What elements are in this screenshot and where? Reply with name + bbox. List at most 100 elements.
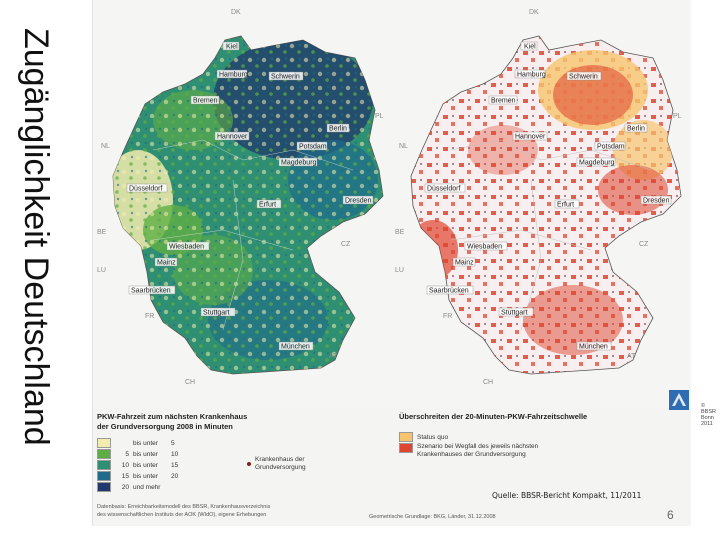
legend-from: 20: [121, 483, 129, 491]
city-wiesbaden-right: Wiesbaden: [467, 244, 502, 251]
legend-from: 5: [125, 450, 129, 458]
legend-scenario: Szenario bei Wegfall des jeweils nächste…: [399, 443, 538, 459]
city-erfurt-left: Erfurt: [259, 202, 276, 209]
legend-to: 20: [171, 472, 179, 480]
legend-label: bis unter: [133, 461, 158, 469]
city-dresden-left: Dresden: [345, 198, 372, 205]
city-berlin-right: Berlin: [627, 126, 645, 133]
bbsr-logo-icon: [669, 390, 689, 410]
city-dresden-right: Dresden: [643, 198, 670, 205]
country-label-at: AT: [627, 353, 636, 360]
page-number: 6: [667, 508, 674, 522]
legend-row: 20 und mehr: [97, 482, 171, 492]
scenario-swatch: [399, 443, 413, 453]
legend-swatch: [97, 449, 111, 459]
city-kiel-right: Kiel: [524, 44, 536, 51]
country-label-ch: CH: [483, 379, 493, 386]
travel-time-legend: PKW-Fahrzeit zum nächsten Krankenhaus de…: [97, 412, 389, 526]
country-label-cz: CZ: [639, 241, 649, 248]
legend-label: und mehr: [133, 483, 161, 491]
country-label-dk: DK: [529, 9, 539, 16]
country-label-pl: PL: [375, 113, 384, 120]
scenario-label-line2: Krankenhauses der Grundversorgung: [417, 451, 526, 458]
country-labels-left: DK NL BE LU FR CH AT CZ PL: [97, 9, 384, 386]
city-labels-left: Kiel Hamburg Schwerin Bremen Berlin Hann…: [126, 41, 374, 351]
country-label-lu: LU: [395, 267, 404, 274]
legend-status-quo: Status quo: [399, 432, 448, 442]
status-quo-label: Status quo: [417, 433, 449, 441]
legend-swatch: [97, 471, 111, 481]
city-schwerin-right: Schwerin: [569, 74, 598, 81]
legend-row: bis unter 5: [97, 438, 175, 448]
legend-title-line2: der Grundversorgung 2008 in Minuten: [97, 422, 233, 431]
city-duesseldorf-right: Düsseldorf: [427, 186, 461, 193]
city-magdeburg-left: Magdeburg: [281, 160, 317, 167]
legend-swatch: [97, 438, 111, 448]
threshold-legend-title: Überschreiten der 20-Minuten-PKW-Fahrzei…: [399, 412, 588, 421]
city-muenchen-right: München: [579, 344, 608, 351]
city-hannover-left: Hannover: [217, 134, 248, 141]
legend-swatch: [97, 482, 111, 492]
city-mainz-left: Mainz: [157, 260, 176, 267]
country-label-ch: CH: [185, 379, 195, 386]
city-saarbruecken-right: Saarbrücken: [429, 288, 469, 295]
hospital-dot-icon: [247, 462, 251, 466]
legend-from: 15: [121, 472, 129, 480]
city-hannover-right: Hannover: [515, 134, 546, 141]
country-label-fr: FR: [145, 313, 154, 320]
country-label-pl: PL: [673, 113, 682, 120]
legend-to: 10: [171, 450, 179, 458]
city-stuttgart-left: Stuttgart: [203, 310, 230, 317]
country-label-be: BE: [395, 229, 405, 236]
country-label-be: BE: [97, 229, 107, 236]
legend-title-line1: PKW-Fahrzeit zum nächsten Krankenhaus: [97, 412, 248, 421]
city-kiel-left: Kiel: [226, 44, 238, 51]
city-potsdam-right: Potsdam: [597, 144, 625, 151]
city-wiesbaden-left: Wiesbaden: [169, 244, 204, 251]
legend-row: 10 bis unter 15: [97, 460, 178, 470]
city-bremen-right: Bremen: [491, 98, 516, 105]
figure-panel: DK NL BE LU FR CH AT CZ PL Kiel Hamburg …: [92, 0, 716, 526]
country-label-dk: DK: [231, 9, 241, 16]
travel-time-map: DK NL BE LU FR CH AT CZ PL Kiel Hamburg …: [93, 0, 393, 408]
city-magdeburg-right: Magdeburg: [579, 160, 615, 167]
city-potsdam-left: Potsdam: [299, 144, 327, 151]
hospital-label-line2: Grundversorgung: [255, 464, 306, 471]
city-erfurt-right: Erfurt: [557, 202, 574, 209]
data-basis-line2: des wissenschaftlichen Instituts der AOK…: [97, 512, 267, 518]
legend-label: bis unter: [133, 439, 158, 447]
country-labels-right: DK NL BE LU FR CH AT CZ PL: [395, 9, 682, 386]
geometry-note: Geometrische Grundlage: BKG, Länder, 31.…: [369, 514, 496, 520]
city-berlin-left: Berlin: [329, 126, 347, 133]
legend-to: 5: [171, 439, 175, 447]
country-label-lu: LU: [97, 267, 106, 274]
city-muenchen-left: München: [281, 344, 310, 351]
country-label-at: AT: [329, 353, 338, 360]
legend-hospital: Krankenhaus der Grundversorgung: [247, 456, 306, 472]
scenario-label-line1: Szenario bei Wegfall des jeweils nächste…: [417, 443, 539, 450]
legend-from: 10: [121, 461, 129, 469]
city-hamburg-right: Hamburg: [517, 72, 546, 79]
legend-row: 5 bis unter 10: [97, 449, 178, 459]
city-labels-right: Kiel Hamburg Schwerin Bremen Berlin Hann…: [424, 41, 672, 351]
legend-label: bis unter: [133, 450, 158, 458]
country-label-cz: CZ: [341, 241, 351, 248]
slide-title: Zugänglichkeit Deutschland: [17, 28, 55, 446]
copyright-note: © BBSR Bonn 2011: [701, 403, 716, 427]
country-label-nl: NL: [101, 143, 110, 150]
city-hamburg-left: Hamburg: [219, 72, 248, 79]
threshold-legend: Überschreiten der 20-Minuten-PKW-Fahrzei…: [369, 412, 687, 526]
country-label-fr: FR: [443, 313, 452, 320]
city-bremen-left: Bremen: [193, 98, 218, 105]
hospital-label-line1: Krankenhaus der: [255, 456, 305, 463]
threshold-map: DK NL BE LU FR CH AT CZ PL Kiel Hamburg …: [393, 0, 691, 408]
legend-to: 15: [171, 461, 179, 469]
city-mainz-right: Mainz: [455, 260, 474, 267]
legend-label: bis unter: [133, 472, 158, 480]
legend-swatch: [97, 460, 111, 470]
data-basis-line1: Datenbasis: Erreichbarkeitsmodell des BB…: [97, 504, 271, 510]
city-duesseldorf-left: Düsseldorf: [129, 186, 163, 193]
source-citation: Quelle: BBSR-Bericht Kompakt, 11/2011: [492, 491, 642, 500]
status-quo-swatch: [399, 432, 413, 442]
country-label-nl: NL: [399, 143, 408, 150]
